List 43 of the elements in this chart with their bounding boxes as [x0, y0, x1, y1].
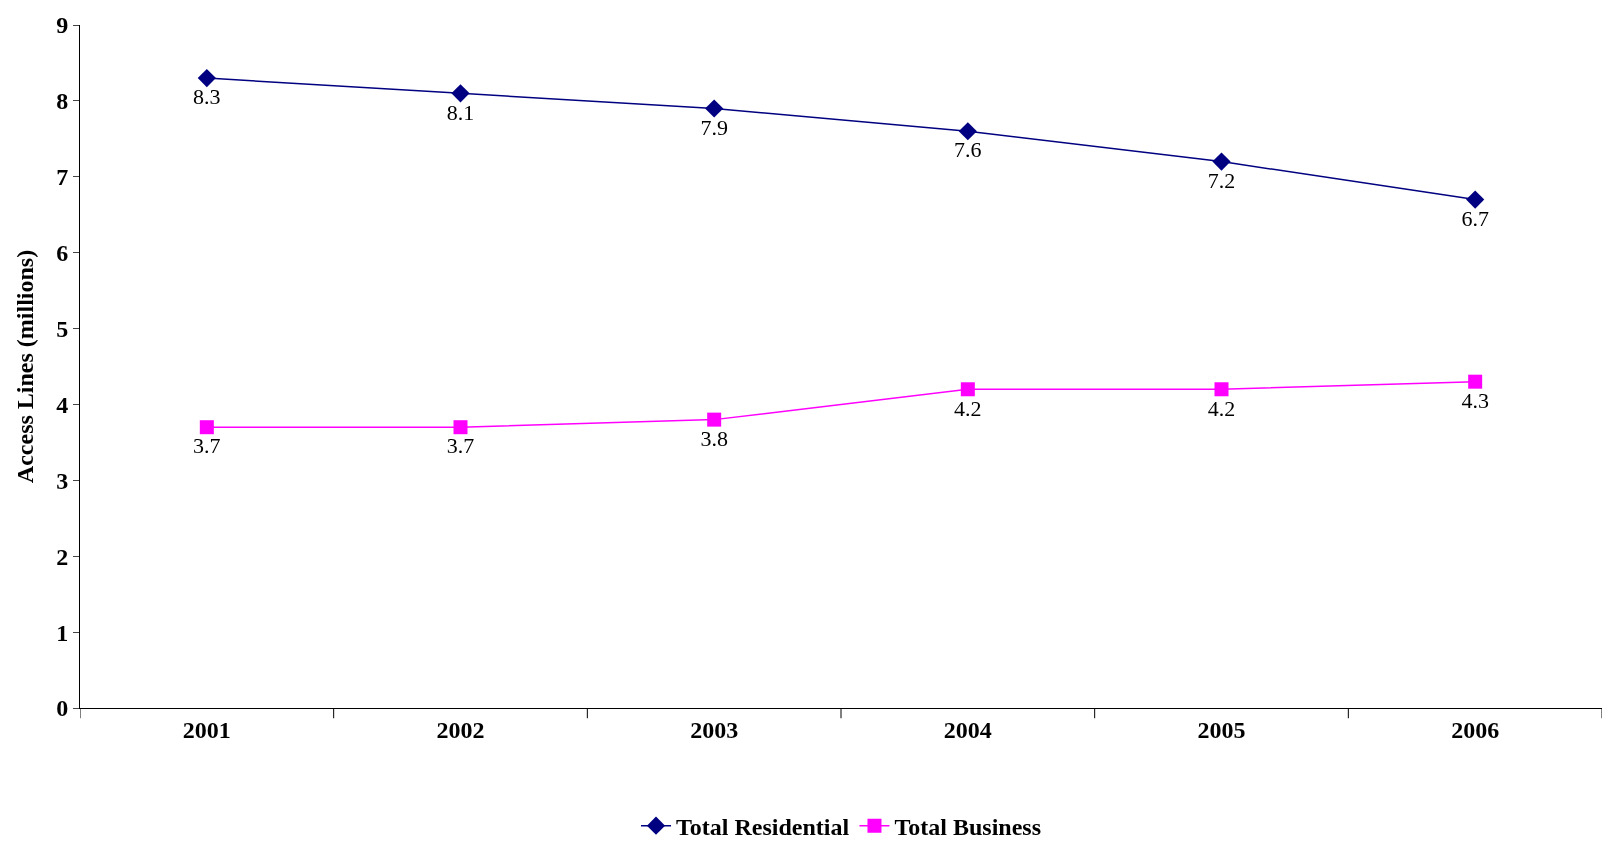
point [958, 122, 977, 141]
y-tick-label: 1 [56, 619, 69, 646]
data-label: 6.7 [1461, 205, 1489, 231]
point [705, 99, 724, 118]
x-tick-label: 2003 [690, 716, 739, 743]
point [707, 412, 722, 427]
data-label: 7.2 [1207, 167, 1236, 193]
x-tick-label: 2001 [182, 716, 231, 743]
x-tick-label: 2006 [1451, 716, 1500, 743]
y-tick-label: 3 [56, 467, 69, 494]
data-label: 4.2 [954, 395, 982, 421]
data-label: 3.8 [700, 425, 728, 451]
data-label: 7.9 [700, 114, 728, 140]
point [199, 420, 214, 435]
y-tick-label: 4 [56, 391, 69, 418]
y-tick-label: 2 [56, 543, 69, 570]
legend-label: Total Residential [676, 814, 850, 841]
y-tick-label: 8 [56, 88, 69, 115]
point [1466, 190, 1485, 209]
data-label: 3.7 [446, 433, 475, 459]
y-tick-label: 5 [56, 315, 69, 342]
legend-label: Total Business [894, 814, 1041, 841]
y-tick-label: 7 [56, 164, 69, 191]
data-label: 4.2 [1207, 395, 1236, 421]
y-tick-label: 9 [56, 12, 69, 39]
y-tick-label: 6 [56, 240, 69, 267]
point [1468, 374, 1483, 389]
data-label: 7.6 [954, 137, 982, 163]
point [197, 69, 216, 88]
point [960, 382, 975, 397]
point [453, 420, 468, 435]
x-tick-label: 2002 [436, 716, 485, 743]
point [1214, 382, 1229, 397]
point [1212, 152, 1231, 171]
data-label: 3.7 [193, 433, 221, 459]
y-tick-label: 0 [56, 695, 69, 722]
data-label: 8.3 [193, 84, 221, 110]
data-label: 8.1 [446, 99, 475, 125]
x-tick-label: 2005 [1197, 716, 1246, 743]
y-axis-title: Access Lines (millions) [12, 249, 39, 484]
data-label: 4.3 [1461, 387, 1489, 413]
point [451, 84, 470, 103]
x-tick-label: 2004 [943, 716, 992, 743]
